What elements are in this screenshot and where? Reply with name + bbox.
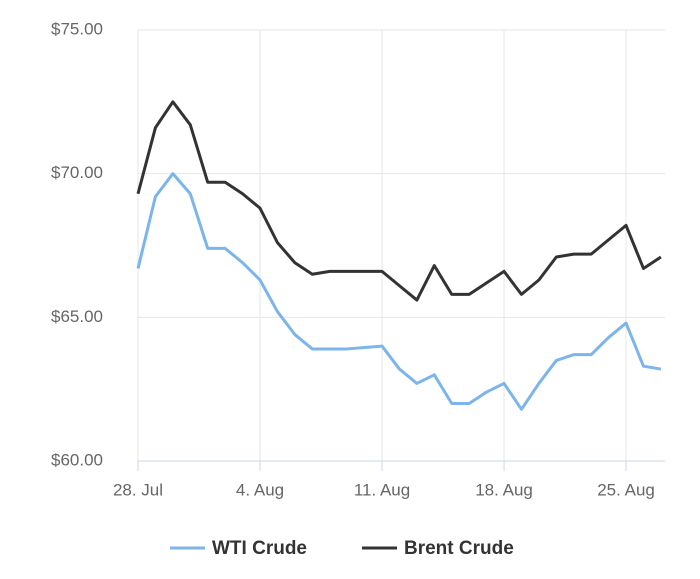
y-tick-label: $65.00 — [51, 307, 103, 326]
x-tick-label: 4. Aug — [236, 480, 284, 499]
legend-label: WTI Crude — [212, 538, 307, 559]
y-tick-label: $70.00 — [51, 163, 103, 182]
series-line — [136, 172, 662, 411]
series-line — [136, 100, 662, 302]
legend-label: Brent Crude — [404, 538, 514, 559]
y-tick-label: $75.00 — [51, 19, 103, 38]
x-tick-label: 11. Aug — [354, 480, 410, 499]
x-tick-label: 28. Jul — [113, 480, 163, 499]
x-tick-label: 18. Aug — [475, 480, 533, 499]
y-tick-label: $60.00 — [51, 450, 103, 469]
x-tick-label: 25. Aug — [597, 480, 655, 499]
